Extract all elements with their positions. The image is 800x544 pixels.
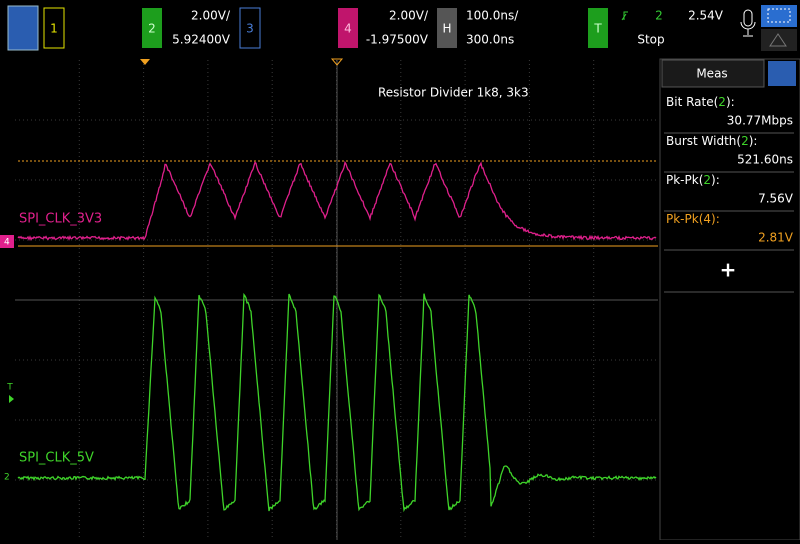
measurement-panel xyxy=(659,58,800,541)
ch4-trace xyxy=(17,160,657,242)
ch3-button[interactable] xyxy=(239,7,261,49)
ch1-button[interactable] xyxy=(43,7,65,49)
ch4-number: 4 xyxy=(344,22,352,36)
trigger-source: 2 xyxy=(655,9,663,23)
panel-tab[interactable] xyxy=(661,59,765,88)
ch2-scale: 2.00V/ xyxy=(191,9,231,23)
measurement-suffix: ): xyxy=(726,95,735,109)
ch2-trace xyxy=(17,292,657,513)
zoom-box-button[interactable] xyxy=(761,5,797,27)
run-state: Stop xyxy=(637,33,664,47)
ch4-offset: -1.97500V xyxy=(366,33,429,47)
measurement-label: Bit Rate( xyxy=(666,95,718,109)
ch1-number: 1 xyxy=(50,22,58,36)
panel-title: Meas xyxy=(696,67,727,81)
ch4-button[interactable] xyxy=(338,8,358,48)
measurement-label: Pk-Pk(4): xyxy=(666,212,720,226)
trigger-level-arrow xyxy=(9,395,14,403)
menu-button[interactable] xyxy=(7,5,39,51)
ch2-number: 2 xyxy=(148,22,156,36)
panel-menu-button[interactable] xyxy=(768,61,796,86)
horizontal-scale: 100.0ns/ xyxy=(466,9,519,23)
measurement-label: Pk-Pk( xyxy=(666,173,703,187)
measurement-value: 521.60ns xyxy=(737,153,793,167)
measurement-value: 30.77Mbps xyxy=(727,114,793,128)
measurement-label: Pk-Pk(2): xyxy=(666,173,720,187)
ch4-scale: 2.00V/ xyxy=(389,9,429,23)
measurement-label: Burst Width(2): xyxy=(666,134,757,148)
horizontal-position: 300.0ns xyxy=(466,33,514,47)
trigger-edge-icon xyxy=(621,11,628,21)
center-marker xyxy=(330,58,344,66)
measurement-label: Burst Width( xyxy=(666,134,741,148)
measurement-label: Pk-Pk( xyxy=(666,212,703,226)
trace-label: SPI_CLK_5V xyxy=(19,451,94,466)
measurement-value: 2.81V xyxy=(758,231,794,245)
measurement-channel: 2 xyxy=(703,173,711,187)
measurement-value: 7.56V xyxy=(758,192,794,206)
voice-icon[interactable] xyxy=(740,9,756,37)
ch2-marker-label: 2 xyxy=(4,473,10,483)
trace-label: SPI_CLK_3V3 xyxy=(19,212,102,227)
trigger-level-marker: T xyxy=(6,383,13,393)
annotation: Resistor Divider 1k8, 3k3 xyxy=(378,86,529,100)
measurement-channel: 4 xyxy=(703,212,711,226)
horizontal-label: H xyxy=(442,22,451,36)
measurement-channel: 2 xyxy=(741,134,749,148)
trigger-button[interactable] xyxy=(588,8,608,48)
ch2-button[interactable] xyxy=(142,8,162,48)
measurement-suffix: ): xyxy=(749,134,758,148)
ch2-offset: 5.92400V xyxy=(172,33,231,47)
zoom-box-icon xyxy=(767,8,791,23)
touch-icon xyxy=(769,33,787,47)
ch4-ground-marker xyxy=(0,235,14,248)
add-measurement-button[interactable]: + xyxy=(720,258,737,282)
trigger-level: 2.54V xyxy=(688,9,724,23)
measurement-channel: 2 xyxy=(718,95,726,109)
measurement-suffix: ): xyxy=(711,212,720,226)
touch-button[interactable] xyxy=(761,29,797,51)
trigger-label: T xyxy=(593,22,602,36)
horizontal-button[interactable] xyxy=(437,8,457,48)
measurement-suffix: ): xyxy=(711,173,720,187)
trigger-position-marker xyxy=(140,59,150,65)
measurement-label: Bit Rate(2): xyxy=(666,95,735,109)
ch3-number: 3 xyxy=(246,22,254,36)
ch4-marker-label: 4 xyxy=(4,238,10,248)
